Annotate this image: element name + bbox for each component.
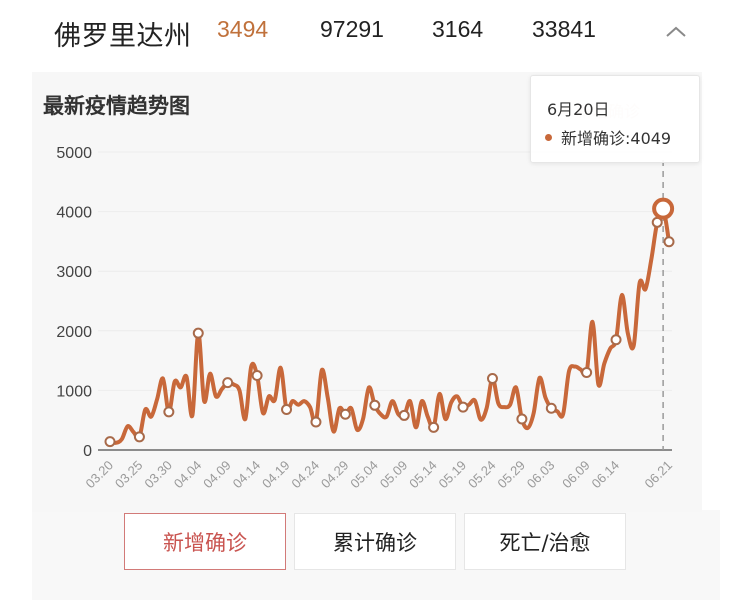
stat-deaths: 3164 bbox=[432, 16, 484, 42]
y-tick-label: 5000 bbox=[56, 145, 92, 162]
stat-recovered: 33841 bbox=[532, 16, 596, 42]
data-point[interactable] bbox=[192, 327, 204, 339]
y-tick-label: 0 bbox=[83, 443, 92, 460]
chart-title: 最新疫情趋势图 bbox=[43, 94, 190, 118]
x-tick-label: 06.21 bbox=[642, 458, 676, 492]
tooltip-date: 6月20日 bbox=[547, 100, 610, 119]
data-point[interactable] bbox=[222, 377, 234, 389]
data-point[interactable] bbox=[486, 372, 498, 384]
tab-total-confirmed[interactable]: 累计确诊 bbox=[294, 513, 456, 570]
x-tick-label: 06.09 bbox=[559, 458, 593, 492]
data-point[interactable] bbox=[339, 408, 351, 420]
x-tick-label: 04.14 bbox=[230, 458, 264, 492]
data-point[interactable] bbox=[369, 399, 381, 411]
tab-new-confirmed[interactable]: 新增确诊 bbox=[124, 513, 286, 570]
highlighted-data-point[interactable] bbox=[652, 197, 675, 220]
collapse-button[interactable] bbox=[664, 22, 688, 42]
tab-label: 新增确诊 bbox=[163, 530, 247, 555]
data-point[interactable] bbox=[398, 409, 410, 421]
data-point[interactable] bbox=[663, 236, 675, 248]
stat-new-confirmed: 3494 bbox=[217, 16, 269, 42]
data-point[interactable] bbox=[581, 367, 593, 379]
region-name: 佛罗里达州 bbox=[54, 21, 192, 52]
chart-tooltip: 6月20日 新增确诊:4049 bbox=[530, 75, 700, 163]
x-tick-label: 06.14 bbox=[589, 458, 623, 492]
x-tick-label: 04.29 bbox=[318, 458, 352, 492]
data-point[interactable] bbox=[310, 416, 322, 428]
data-point[interactable] bbox=[251, 370, 263, 381]
series-line-new-confirmed bbox=[109, 205, 671, 445]
data-point[interactable] bbox=[428, 421, 440, 433]
x-tick-label: 05.24 bbox=[465, 458, 499, 492]
x-tick-label: 03.30 bbox=[141, 458, 175, 492]
data-point[interactable] bbox=[163, 406, 175, 418]
y-tick-label: 1000 bbox=[56, 383, 92, 400]
data-point[interactable] bbox=[104, 436, 116, 448]
x-tick-label: 04.09 bbox=[200, 458, 234, 492]
y-tick-label: 3000 bbox=[56, 264, 92, 281]
x-tick-label: 04.19 bbox=[259, 458, 293, 492]
x-tick-label: 05.19 bbox=[436, 458, 470, 492]
x-tick-label: 04.04 bbox=[171, 458, 205, 492]
x-tick-label: 05.29 bbox=[494, 458, 528, 492]
data-point[interactable] bbox=[545, 402, 557, 414]
x-tick-label: 03.20 bbox=[83, 458, 117, 492]
y-tick-label: 4000 bbox=[56, 205, 92, 222]
x-tick-label: 03.25 bbox=[112, 458, 146, 492]
chevron-up-icon bbox=[666, 26, 686, 37]
tab-deaths-recovered[interactable]: 死亡/治愈 bbox=[464, 513, 626, 570]
data-point[interactable] bbox=[281, 403, 293, 415]
data-point[interactable] bbox=[133, 431, 145, 443]
data-point[interactable] bbox=[610, 334, 622, 346]
y-tick-label: 2000 bbox=[56, 324, 92, 341]
x-tick-label: 05.04 bbox=[347, 458, 381, 492]
x-tick-label: 04.24 bbox=[288, 458, 322, 492]
data-point[interactable] bbox=[457, 401, 469, 413]
series-dot-icon bbox=[545, 133, 552, 141]
tab-label: 死亡/治愈 bbox=[499, 530, 591, 555]
x-tick-label: 06.03 bbox=[524, 458, 558, 492]
tooltip-value: 新增确诊:4049 bbox=[561, 129, 672, 148]
tooltip-row: 新增确诊:4049 bbox=[545, 125, 671, 149]
x-tick-label: 05.09 bbox=[377, 458, 411, 492]
x-tick-label: 05.14 bbox=[406, 458, 440, 492]
region-header: 佛罗里达州 3494 97291 3164 33841 bbox=[0, 0, 750, 66]
stat-total-confirmed: 97291 bbox=[320, 16, 384, 42]
tab-label: 累计确诊 bbox=[333, 530, 417, 555]
data-point[interactable] bbox=[516, 413, 528, 425]
